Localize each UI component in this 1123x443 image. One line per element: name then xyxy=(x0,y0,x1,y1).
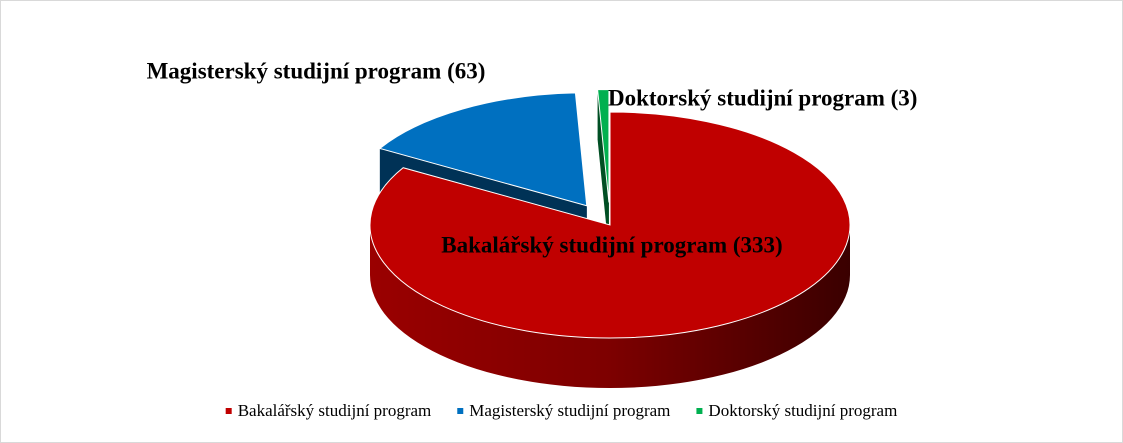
data-label: Doktorský studijní program (3) xyxy=(608,85,917,110)
slice-face xyxy=(597,89,609,253)
legend-marker xyxy=(696,408,703,414)
legend-marker xyxy=(457,408,464,414)
legend-label: Doktorský studijní program xyxy=(708,401,897,420)
legend-label: Bakalářský studijní program xyxy=(238,401,432,420)
data-label: Bakalářský studijní program (333) xyxy=(441,232,782,257)
data-label: Magisterský studijní program (63) xyxy=(147,58,486,83)
slice-side xyxy=(370,225,850,388)
legend: Bakalářský studijní program Magisterský s… xyxy=(225,401,897,420)
data-labels: Bakalářský studijní program (333) Magiste… xyxy=(147,58,918,257)
slice xyxy=(378,92,588,207)
legend-marker xyxy=(225,408,232,414)
pie xyxy=(369,89,851,388)
legend-label: Magisterský studijní program xyxy=(469,401,670,420)
slice xyxy=(597,89,610,203)
slice xyxy=(369,111,851,339)
